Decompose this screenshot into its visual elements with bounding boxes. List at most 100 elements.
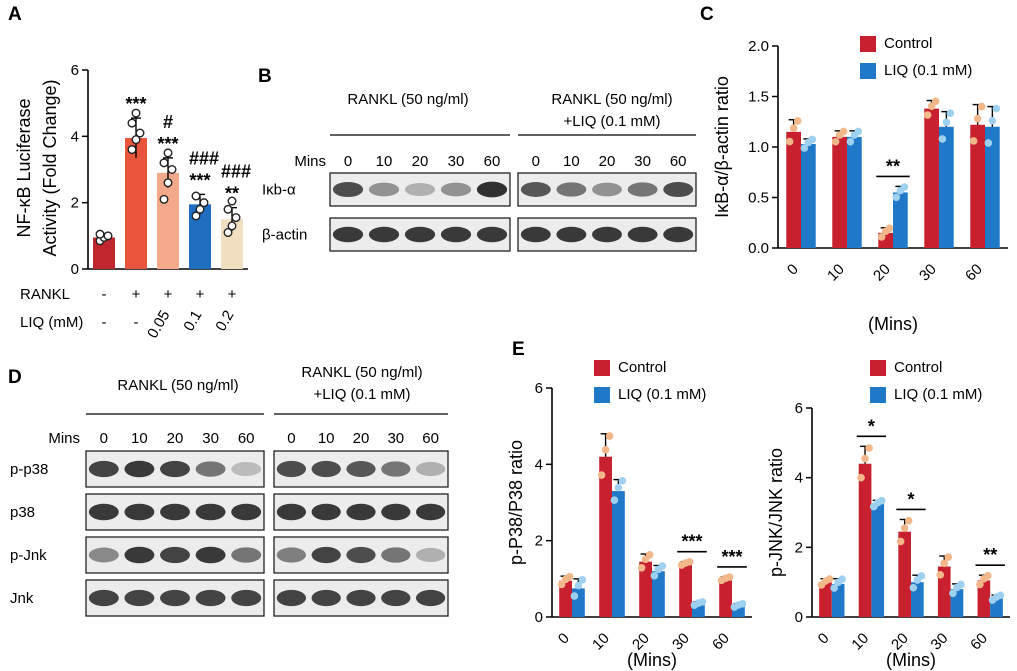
e2-data-point — [936, 571, 945, 579]
c-data-point — [846, 137, 855, 146]
a-bar — [93, 237, 115, 269]
d-band — [346, 589, 376, 607]
e1-data-point — [637, 563, 646, 572]
e2-data-point — [838, 575, 846, 584]
c-bar-control — [970, 124, 985, 248]
c-data-point — [946, 109, 955, 117]
b-time-label: 10 — [376, 153, 393, 170]
c-data-point — [793, 117, 802, 125]
b-time-label: 20 — [412, 153, 429, 170]
d-band — [195, 461, 226, 477]
b-row-label: β-actin — [262, 227, 307, 244]
e1-bar-liq — [732, 605, 745, 617]
d-band — [160, 460, 190, 478]
e1-data-point — [645, 550, 654, 559]
e1-bar-control — [639, 561, 652, 617]
d-time-label: 0 — [287, 430, 295, 447]
d-band — [346, 546, 376, 564]
a-row-label-liq: LIQ (mM) — [20, 314, 83, 331]
c-data-point — [885, 224, 894, 233]
a-rankl-cell: + — [196, 286, 205, 303]
c-x-tick-label: 20 — [870, 261, 894, 285]
panel-c-ikb-ratio-chart: 0.0 0.5 1.0 1.5 2.0 0 10 20 30 60 ** IκB-α/β-actin … — [712, 35, 1008, 334]
d-band — [160, 589, 190, 607]
c-data-point — [854, 127, 863, 136]
c-data-point — [923, 111, 932, 119]
e2-data-point — [830, 584, 838, 592]
e2-data-point — [904, 516, 913, 525]
c-data-point — [900, 183, 909, 191]
e1-significance-label: *** — [681, 532, 702, 552]
d-time-label: 10 — [131, 430, 148, 447]
e1-y-tick-label: 0 — [535, 609, 543, 626]
a-significance-label: # — [163, 112, 173, 132]
b-band — [556, 226, 587, 243]
e2-data-point — [984, 571, 992, 580]
e1-data-point — [605, 432, 614, 440]
e2-y-tick-label: 2 — [795, 539, 803, 556]
e2-y-axis-label: p-JNK/JNK ratio — [766, 448, 786, 577]
e2-legend-swatch-liq — [870, 387, 886, 403]
a-data-point — [199, 198, 209, 208]
a-liq-cell: 0.2 — [212, 308, 237, 335]
panel-label-e: E — [512, 339, 525, 360]
d-band — [415, 461, 446, 477]
e1-y-tick-label: 2 — [535, 533, 543, 550]
a-data-point — [223, 204, 233, 214]
b-time-label: 30 — [634, 153, 651, 170]
e2-legend-label: LIQ (0.1 mM) — [894, 386, 982, 403]
d-band — [381, 461, 411, 477]
b-band — [368, 182, 400, 197]
a-significance-label: ### — [221, 162, 251, 182]
b-band — [592, 226, 622, 243]
c-bar-control — [924, 108, 939, 249]
e1-data-point — [610, 496, 619, 505]
e2-data-point — [940, 559, 949, 568]
a-significance-label: *** — [125, 94, 146, 114]
d-band — [231, 547, 262, 563]
d-band — [415, 589, 446, 607]
e2-bar-control — [937, 566, 951, 617]
e2-bar-control — [819, 582, 832, 617]
d-band — [88, 460, 119, 478]
a-data-point — [227, 221, 237, 231]
e2-data-point — [857, 473, 865, 482]
c-bar-control — [832, 136, 847, 248]
panel-b-western-blot: RANKL (50 ng/ml) RANKL (50 ng/ml) +LIQ (0.… — [262, 91, 697, 252]
c-x-axis-label: (Mins) — [868, 314, 918, 334]
e2-data-point — [877, 496, 886, 505]
e2-data-point — [865, 444, 873, 452]
c-y-tick-label: 2.0 — [748, 38, 769, 55]
d-band — [124, 589, 155, 607]
e2-x-axis-label: (Mins) — [886, 650, 936, 670]
e1-data-point — [601, 446, 610, 454]
panel-d-western-blot: RANKL (50 ng/ml) RANKL (50 ng/ml) +LIQ (0.… — [10, 364, 449, 617]
a-liq-cell: 0.05 — [144, 308, 173, 342]
d-band — [276, 460, 307, 478]
a-y-tick-label: 6 — [71, 62, 79, 79]
d-row-label: Jnk — [10, 590, 34, 607]
c-data-point — [942, 118, 951, 127]
c-data-point — [992, 104, 1001, 113]
d-row-label: p38 — [10, 504, 35, 521]
b-band — [627, 226, 658, 243]
c-bar-liq — [801, 143, 816, 248]
e1-bar-control — [679, 563, 692, 617]
d-band — [311, 546, 341, 564]
d-condition-right-line2: +LIQ (0.1 mM) — [313, 386, 410, 403]
b-band — [404, 182, 436, 197]
b-band — [404, 226, 436, 243]
a-significance-label: ### — [189, 148, 219, 168]
a-y-tick-label: 0 — [71, 261, 79, 278]
b-time-label: 20 — [599, 153, 616, 170]
d-time-label: 20 — [353, 430, 370, 447]
a-data-point — [103, 231, 113, 241]
c-data-point — [785, 137, 794, 146]
d-time-label: 0 — [100, 430, 108, 447]
e2-y-tick-label: 0 — [795, 609, 803, 626]
c-data-point — [973, 114, 982, 123]
a-bar — [189, 204, 211, 269]
